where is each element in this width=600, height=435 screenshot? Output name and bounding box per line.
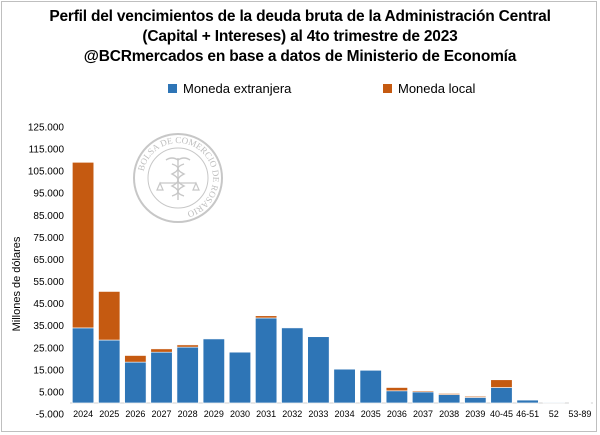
bar-moneda-extranjera-46-51 <box>516 399 539 404</box>
bar-moneda-local-40-45 <box>490 379 513 388</box>
x-tick-label: 40-45 <box>490 409 513 419</box>
x-tick-label: 2039 <box>465 409 485 419</box>
legend-swatch-moneda-extranjera <box>168 84 177 93</box>
x-tick-label: 2037 <box>413 409 433 419</box>
scales-icon <box>156 181 200 191</box>
bar-moneda-extranjera-2033 <box>307 336 330 404</box>
x-tick-label: 2035 <box>361 409 381 419</box>
bar-moneda-local-2039 <box>464 396 487 398</box>
bar-moneda-local-2038 <box>438 393 461 395</box>
x-tick-label: 2033 <box>308 409 328 419</box>
bar-moneda-extranjera-40-45 <box>490 387 513 404</box>
y-tick-label: 105.000 <box>28 167 65 178</box>
bar-moneda-extranjera-53-89 <box>568 402 591 404</box>
x-tick-label: 2032 <box>282 409 302 419</box>
bar-moneda-extranjera-2036 <box>385 390 408 404</box>
legend-swatch-moneda-local <box>383 84 392 93</box>
bar-moneda-extranjera-2034 <box>333 368 356 404</box>
chart-title-line-2: (Capital + Intereses) al 4to trimestre d… <box>142 28 458 45</box>
y-tick-label: 125.000 <box>28 123 65 134</box>
bar-moneda-extranjera-2028 <box>176 346 199 404</box>
bar-moneda-extranjera-2027 <box>150 351 173 404</box>
bar-moneda-local-2031 <box>255 315 278 319</box>
x-tick-label: 2030 <box>230 409 250 419</box>
y-tick-label: 45.000 <box>33 299 64 310</box>
x-tick-label: 2025 <box>99 409 119 419</box>
y-tick-label: 5.000 <box>39 387 64 398</box>
y-tick-label: 15.000 <box>33 365 64 376</box>
x-tick-label: 52 <box>549 409 559 419</box>
bar-moneda-extranjera-2039 <box>464 397 487 404</box>
y-tick-label: 75.000 <box>33 233 64 244</box>
bar-moneda-local-2027 <box>150 348 173 353</box>
y-tick-label: 115.000 <box>29 145 65 156</box>
y-tick-label: 35.000 <box>33 321 64 332</box>
watermark-seal: BOLSA DE COMERCIO DE ROSARIO <box>133 133 223 223</box>
x-tick-label: 2028 <box>178 409 198 419</box>
bar-moneda-extranjera-2035 <box>359 369 382 404</box>
y-tick-label: 85.000 <box>33 211 64 222</box>
caduceus-icon <box>165 157 191 200</box>
y-tick-label: -5.000 <box>36 410 65 421</box>
bar-moneda-local-2028 <box>176 344 199 348</box>
x-tick-label: 2036 <box>387 409 407 419</box>
bar-moneda-extranjera-2025 <box>98 339 121 404</box>
bar-moneda-extranjera-2032 <box>281 327 304 404</box>
bar-moneda-local-2036 <box>385 387 408 392</box>
bar-moneda-extranjera-2029 <box>202 338 225 404</box>
x-tick-label: 2034 <box>335 409 355 419</box>
bar-moneda-extranjera-52 <box>542 401 565 404</box>
x-tick-label: 2027 <box>152 409 172 419</box>
x-tick-label: 46-51 <box>516 409 539 419</box>
y-tick-label: 95.000 <box>33 189 64 200</box>
bar-moneda-extranjera-2030 <box>228 351 251 404</box>
chart-title-line-3: @BCRmercados en base a datos de Minister… <box>83 48 517 65</box>
x-tick-label: 2024 <box>73 409 93 419</box>
bar-moneda-local-2037 <box>411 390 435 393</box>
x-tick-label: 2026 <box>125 409 145 419</box>
bar-moneda-extranjera-2037 <box>411 391 435 404</box>
legend-item-moneda-extranjera: Moneda extranjera <box>168 81 291 96</box>
bar-moneda-local-2026 <box>124 355 147 363</box>
x-tick-label: 53-89 <box>568 409 591 419</box>
chart-title-line-1: Perfil del vencimientos de la deuda brut… <box>49 8 551 25</box>
legend-label-moneda-extranjera: Moneda extranjera <box>183 81 292 96</box>
legend-item-moneda-local: Moneda local <box>383 81 475 96</box>
bar-moneda-local-2024 <box>72 162 95 329</box>
legend-label-moneda-local: Moneda local <box>398 81 476 96</box>
y-tick-label: 65.000 <box>33 255 64 266</box>
bar-moneda-extranjera-2026 <box>124 361 147 404</box>
x-tick-label: 2031 <box>256 409 276 419</box>
bar-moneda-extranjera-2024 <box>72 327 95 404</box>
y-tick-label: 25.000 <box>33 343 64 354</box>
bar-moneda-local-2025 <box>98 291 121 341</box>
chart-legend: Moneda extranjera Moneda local <box>0 81 600 97</box>
bar-moneda-extranjera-2038 <box>438 394 461 404</box>
seal-inner-ring <box>147 147 209 209</box>
seal-outer-ring <box>133 133 223 223</box>
y-tick-label: 55.000 <box>33 277 64 288</box>
x-tick-label: 2029 <box>204 409 224 419</box>
bar-moneda-extranjera-2031 <box>255 317 278 404</box>
x-tick-label: 2038 <box>439 409 459 419</box>
